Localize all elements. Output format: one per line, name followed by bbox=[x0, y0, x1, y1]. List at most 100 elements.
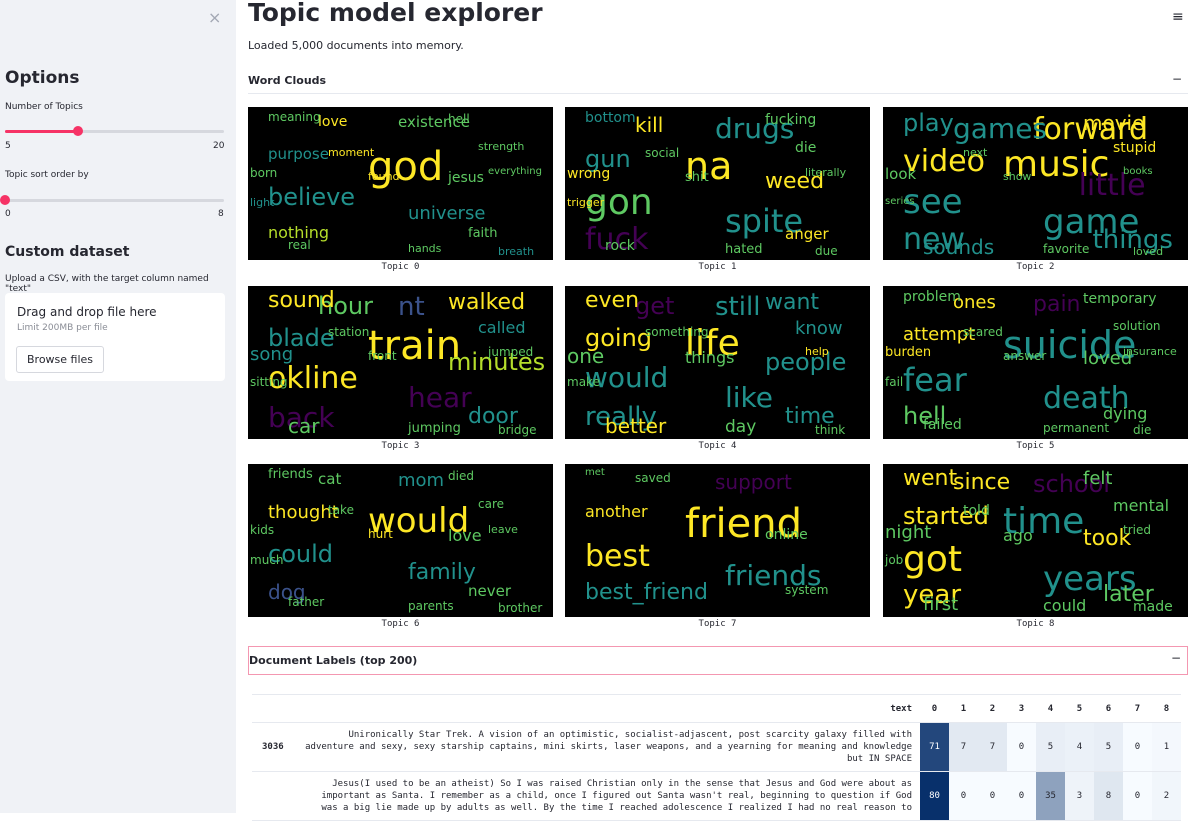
word-cloud-word: could bbox=[268, 540, 333, 568]
word-cloud-word: hell bbox=[448, 112, 470, 126]
word-cloud-word: problem bbox=[903, 289, 961, 305]
word-cloud-word: front bbox=[368, 349, 397, 363]
num-topics-slider-thumb[interactable] bbox=[73, 126, 83, 136]
word-cloud-word: walked bbox=[448, 290, 526, 315]
word-cloud-word: station bbox=[328, 325, 370, 339]
word-cloud-word: one bbox=[567, 344, 605, 368]
word-cloud-word: things bbox=[1092, 225, 1173, 255]
topic-score-cell: 7 bbox=[949, 722, 978, 772]
word-cloud-word: due bbox=[815, 244, 838, 258]
row-index bbox=[252, 771, 294, 821]
column-header[interactable]: 4 bbox=[1036, 694, 1065, 723]
word-cloud-word: sitting bbox=[250, 375, 288, 389]
word-cloud-word: make bbox=[567, 375, 600, 389]
sidebar: × Options Number of Topics 5 20 Topic so… bbox=[0, 0, 236, 813]
column-header[interactable]: 7 bbox=[1123, 694, 1152, 723]
word-cloud-word: time bbox=[785, 404, 835, 429]
word-cloud-image: life would like really still going people get ti… bbox=[565, 286, 870, 439]
word-cloud-word: thought bbox=[268, 502, 339, 523]
topic-score-cell: 0 bbox=[1007, 722, 1036, 772]
word-cloud-word: dying bbox=[1103, 404, 1148, 423]
word-cloud-word: year bbox=[903, 580, 962, 610]
word-cloud-word: failed bbox=[923, 417, 962, 433]
topic-score-cell: 2 bbox=[1152, 771, 1181, 821]
word-cloud-word: bridge bbox=[498, 423, 537, 437]
word-cloud-word: next bbox=[963, 146, 988, 159]
column-header[interactable]: 0 bbox=[920, 694, 949, 723]
word-cloud-word: found bbox=[368, 170, 400, 183]
word-cloud-image: god believe universe nothing existence purpos… bbox=[248, 107, 553, 260]
word-cloud-word: things bbox=[685, 348, 735, 367]
column-header[interactable] bbox=[252, 694, 294, 723]
column-header[interactable]: 6 bbox=[1094, 694, 1123, 723]
word-cloud-word: car bbox=[288, 414, 320, 438]
word-cloud-word: universe bbox=[408, 203, 486, 224]
hamburger-menu-icon[interactable]: ≡ bbox=[1172, 9, 1184, 25]
word-cloud-word: real bbox=[288, 238, 311, 252]
browse-files-button[interactable]: Browse files bbox=[16, 346, 105, 373]
word-cloud-word: parents bbox=[408, 599, 454, 613]
word-cloud-word: hurt bbox=[368, 527, 393, 541]
word-cloud-image: music see game new forward video little games th… bbox=[883, 107, 1188, 260]
word-cloud-word: insurance bbox=[1123, 345, 1177, 358]
column-header[interactable]: 1 bbox=[949, 694, 978, 723]
file-uploader[interactable]: Drag and drop file here Limit 200MB per … bbox=[5, 293, 225, 381]
word-cloud-word: pain bbox=[1033, 292, 1081, 317]
close-sidebar-icon[interactable]: × bbox=[208, 8, 222, 27]
document-labels-expander[interactable]: Document Labels (top 200) − bbox=[248, 646, 1188, 675]
word-cloud-word: school bbox=[1033, 470, 1110, 498]
sort-order-min: 0 bbox=[5, 209, 11, 219]
word-cloud-word: okline bbox=[268, 361, 358, 396]
word-cloud-image: suicide fear death hell pain attempt loved ones… bbox=[883, 286, 1188, 439]
word-cloud-word: going bbox=[585, 324, 653, 352]
row-text: Unironically Star Trek. A vision of an o… bbox=[294, 722, 920, 772]
topic-score-cell: 1 bbox=[1152, 722, 1181, 772]
column-header[interactable]: 5 bbox=[1065, 694, 1094, 723]
topic-score-cell: 8 bbox=[1094, 771, 1123, 821]
column-header[interactable]: text bbox=[294, 694, 920, 723]
topic-score-cell: 80 bbox=[920, 771, 949, 821]
word-cloud-caption: Topic 6 bbox=[381, 619, 420, 629]
word-cloud-caption: Topic 1 bbox=[698, 262, 737, 272]
column-header[interactable]: 3 bbox=[1007, 694, 1036, 723]
word-cloud-word: got bbox=[903, 539, 962, 580]
word-cloud-word: gun bbox=[585, 145, 631, 173]
sort-order-slider-thumb[interactable] bbox=[0, 195, 10, 205]
word-cloud-word: video bbox=[903, 144, 985, 179]
column-header[interactable]: 8 bbox=[1152, 694, 1181, 723]
document-labels-table: text 0 1 2 3 4 5 6 7 8 3036 Unironically Star Trek… bbox=[252, 694, 1181, 821]
word-cloud-word: moment bbox=[328, 146, 375, 159]
options-title: Options bbox=[5, 68, 80, 88]
word-cloud-word: game bbox=[1043, 202, 1140, 242]
word-cloud-word: fear bbox=[903, 361, 967, 399]
word-cloud-word: life bbox=[685, 323, 740, 364]
sort-order-slider[interactable] bbox=[0, 195, 224, 205]
topic-score-cell: 35 bbox=[1036, 771, 1065, 821]
num-topics-slider-fill bbox=[5, 130, 78, 133]
word-cloud-caption: Topic 0 bbox=[381, 262, 420, 272]
word-cloud-word: get bbox=[635, 292, 675, 320]
collapse-icon[interactable]: − bbox=[1170, 651, 1181, 665]
word-cloud-word: another bbox=[585, 502, 648, 521]
num-topics-slider[interactable] bbox=[5, 126, 224, 136]
word-cloud-word: family bbox=[408, 560, 476, 585]
topic-score-cell: 71 bbox=[920, 722, 949, 772]
word-cloud-word: leave bbox=[488, 523, 518, 536]
word-clouds-expander[interactable]: Word Clouds − bbox=[248, 68, 1188, 94]
word-cloud-word: faith bbox=[468, 226, 498, 241]
word-cloud-word: love bbox=[318, 114, 348, 130]
word-cloud-word: support bbox=[715, 470, 792, 494]
table-body: 3036 Unironically Star Trek. A vision of … bbox=[252, 722, 1181, 821]
word-cloud-word: felt bbox=[1083, 468, 1113, 489]
word-cloud-word: suicide bbox=[1003, 323, 1137, 367]
word-cloud-word: answer bbox=[1003, 349, 1047, 363]
word-cloud-word: shit bbox=[685, 170, 709, 185]
word-cloud-caption: Topic 3 bbox=[381, 441, 420, 451]
word-cloud-word: loved bbox=[1083, 348, 1133, 369]
word-cloud-word: permanent bbox=[1043, 421, 1110, 435]
collapse-icon[interactable]: − bbox=[1171, 72, 1182, 86]
drop-title: Drag and drop file here bbox=[17, 305, 157, 319]
word-cloud-word: little bbox=[1078, 168, 1146, 203]
column-header[interactable]: 2 bbox=[978, 694, 1007, 723]
word-cloud-word: new bbox=[903, 222, 966, 257]
